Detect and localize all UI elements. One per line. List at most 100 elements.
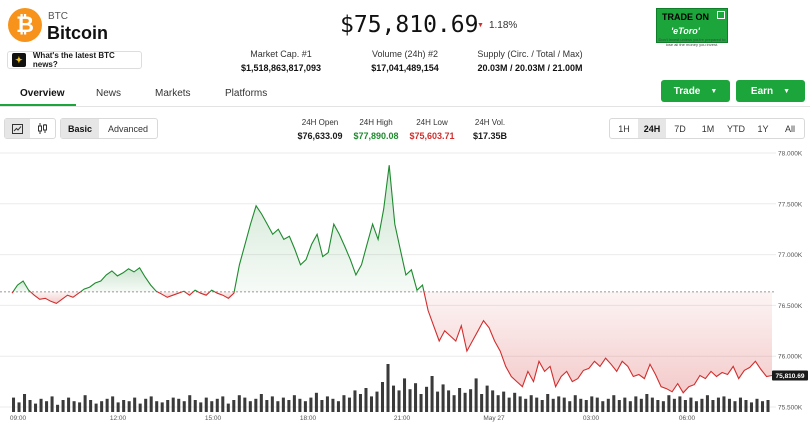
price-line-up (192, 289, 199, 293)
candlestick-icon (38, 123, 47, 134)
coin-name: Bitcoin (47, 23, 108, 43)
volume-bar (281, 397, 285, 412)
volume-bar (369, 396, 373, 412)
volume-bar (12, 397, 16, 412)
x-tick-label: 06:00 (679, 415, 696, 422)
volume-bar (56, 404, 60, 412)
candlestick-chart-button[interactable] (30, 119, 55, 138)
volume-bar (144, 398, 148, 412)
chevron-down-icon: ▼ (783, 87, 791, 95)
volume-bar (204, 397, 208, 412)
price-chart[interactable]: 78.000K 77.500K 77.000K 76.500K 76.000K 75.50… (0, 147, 810, 422)
volume-bar (408, 389, 412, 412)
volume-bar (612, 395, 616, 412)
volume-bar (447, 390, 451, 412)
x-tick-label: 03:00 (583, 415, 600, 422)
y-tick-label: 78.000K (778, 151, 803, 158)
volume-bar (111, 396, 115, 412)
tab-markets[interactable]: Markets (155, 88, 191, 99)
x-axis-ticks: 09:00 12:00 15:00 18:00 21:00 May 27 03:00 06:0… (10, 415, 696, 422)
stat-value: $1,518,863,817,093 (240, 63, 322, 73)
volume-bar (122, 400, 126, 412)
volume-bar (463, 392, 467, 412)
price-line-up (181, 290, 186, 293)
volume-bar (694, 401, 698, 412)
volume-bar (72, 401, 76, 412)
range-ytd-button[interactable]: YTD (727, 123, 745, 134)
range-24h-button[interactable]: 24H (638, 119, 666, 138)
price-line-down (197, 291, 211, 296)
ohlc-high: 24H High $77,890.08 (344, 118, 408, 141)
volume-bar (634, 396, 638, 412)
volume-bar (474, 378, 478, 412)
ohlc-open: 24H Open $76,633.09 (288, 118, 352, 141)
volume-bar (182, 401, 186, 412)
down-triangle-icon: ▼ (477, 22, 484, 29)
volume-bar (711, 400, 715, 412)
range-7d-button[interactable]: 7D (674, 123, 686, 134)
range-1y-button[interactable]: 1Y (757, 123, 769, 134)
volume-bar (414, 383, 418, 412)
volume-bar (700, 398, 704, 412)
volume-bar (513, 392, 517, 412)
volume-bar (45, 401, 49, 412)
volume-bar (254, 398, 258, 412)
volume-bar (452, 395, 456, 412)
stat-label: Market Cap. #1 (250, 49, 312, 59)
volume-bar (617, 400, 621, 412)
volume-bar (518, 396, 522, 412)
y-tick-label: 75.500K (778, 405, 803, 412)
volume-bar (199, 402, 203, 412)
volume-bar (441, 384, 445, 412)
price-line-down (214, 291, 235, 299)
volume-bar (380, 382, 385, 412)
advanced-mode-button[interactable]: Advanced (107, 123, 149, 134)
volume-bar (590, 396, 594, 412)
etoro-ad-banner[interactable]: TRADE ON 'eToro' (656, 8, 728, 43)
volume-bar (491, 390, 495, 412)
volume-bars (12, 364, 770, 412)
volume-bar (39, 398, 43, 412)
ohlc-value: $77,890.08 (353, 131, 399, 141)
line-chart-button[interactable] (5, 119, 30, 138)
price-line-up (233, 165, 425, 293)
tab-platforms[interactable]: Platforms (225, 88, 268, 99)
volume-bar (480, 394, 484, 412)
volume-bar (105, 398, 109, 412)
x-tick-label: 18:00 (300, 415, 317, 422)
time-range-selector: 1H 24H 7D 1M YTD 1Y All (609, 118, 805, 139)
range-all-button[interactable]: All (784, 123, 795, 134)
latest-news-button[interactable]: ✦ What's the latest BTC news? (7, 51, 142, 69)
y-tick-label: 76.500K (778, 303, 803, 310)
trade-button[interactable]: Trade ▼ (661, 80, 730, 102)
tab-news[interactable]: News (96, 88, 122, 99)
view-mode-toggle: Basic Advanced (60, 118, 158, 139)
last-price-label: 75,810.69 (776, 373, 805, 380)
price-change: ▼ 1.18% (477, 20, 517, 31)
earn-button[interactable]: Earn ▼ (736, 80, 805, 102)
area-below-open (424, 291, 772, 393)
basic-mode-button[interactable]: Basic (61, 119, 99, 138)
volume-bar (116, 402, 120, 412)
volume-bar (94, 403, 98, 412)
volume-bar (496, 395, 500, 412)
price-line-down (30, 291, 81, 305)
volume-bar (353, 390, 357, 412)
y-tick-label: 76.000K (778, 354, 803, 361)
volume-bar (650, 397, 654, 412)
volume-bar (325, 396, 329, 412)
tab-overview[interactable]: Overview (20, 88, 65, 99)
volume-bar (127, 401, 131, 412)
volume-bar (551, 398, 555, 412)
coin-ticker: BTC (48, 11, 68, 22)
range-1m-button[interactable]: 1M (701, 123, 715, 134)
chart-type-toggle (4, 118, 56, 139)
volume-bar (210, 401, 214, 412)
volume-bar (342, 395, 346, 412)
ad-disclaimer: Don't invest unless you're prepared to l… (658, 37, 726, 47)
price-line-down (11, 291, 14, 294)
volume-bar (177, 398, 181, 412)
range-1h-button[interactable]: 1H (618, 123, 630, 134)
volume-bar (403, 378, 407, 412)
volume-bar (298, 398, 302, 412)
